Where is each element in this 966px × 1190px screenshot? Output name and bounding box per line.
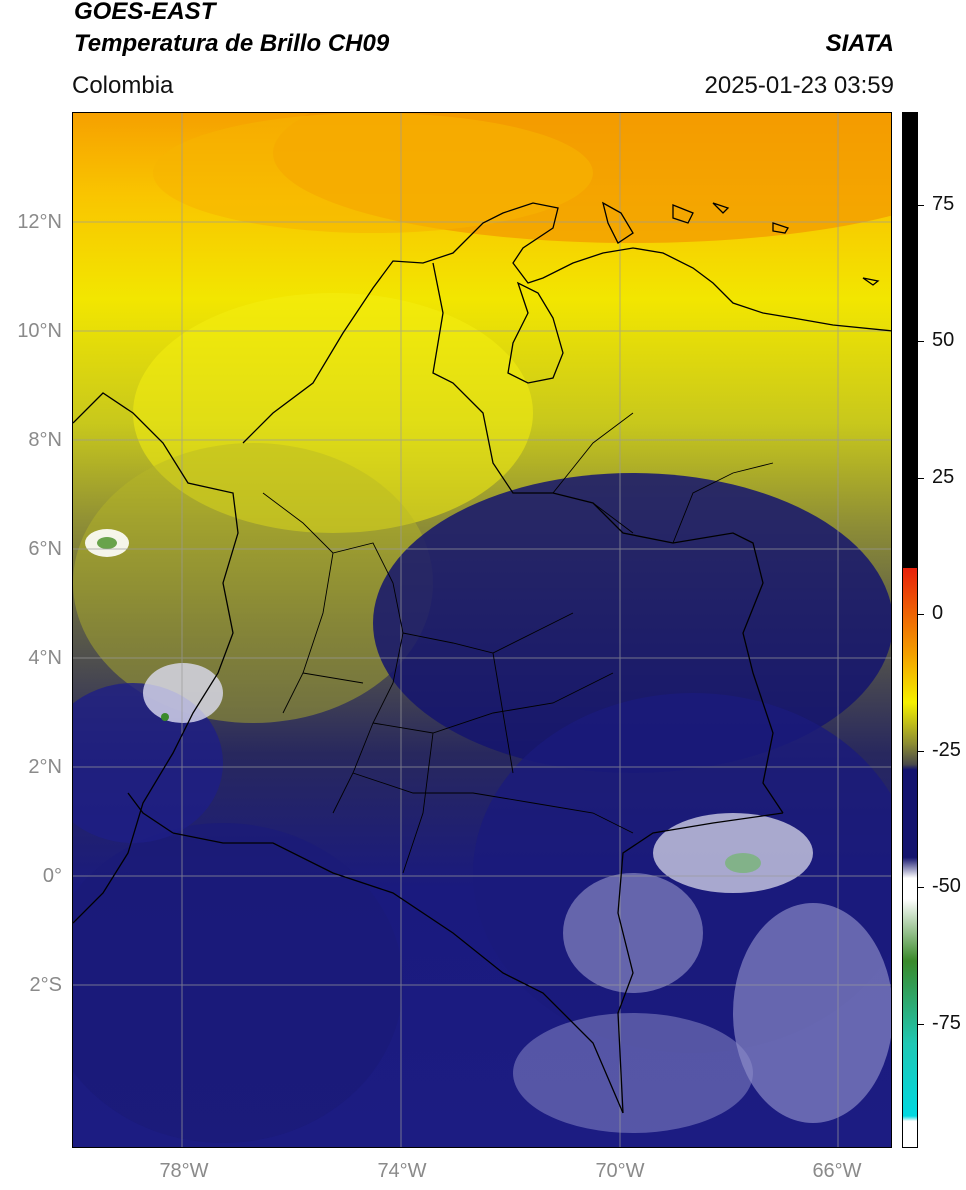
region-label: Colombia: [72, 72, 174, 99]
colombia-brazil-border: [617, 812, 784, 1114]
lat-label-8n: 8°N: [28, 429, 62, 451]
map-canvas: [73, 113, 891, 1147]
colorbar-label-minus25: -25: [932, 739, 961, 761]
colombia-venezuela-border: [432, 262, 784, 814]
lat-label-12n: 12°N: [17, 211, 62, 233]
boundaries: [73, 201, 891, 1114]
colorbar-tick: [918, 205, 924, 206]
lon-label-74w: 74°W: [377, 1160, 427, 1182]
colorbar-tick: [918, 887, 924, 888]
lat-label-4n: 4°N: [28, 647, 62, 669]
lat-label-2s: 2°S: [29, 974, 62, 996]
colombia-peru-border: [172, 832, 624, 1114]
colombia-ecuador-border: [127, 792, 174, 834]
colorbar-label-0: 0: [932, 602, 944, 624]
gridlines: [73, 113, 891, 1147]
islands: [672, 202, 880, 286]
pacific-coastline: [73, 392, 239, 924]
paraguana: [602, 201, 634, 244]
colorbar-tick: [918, 751, 924, 752]
lat-label-10n: 10°N: [17, 320, 62, 342]
colorbar: [902, 112, 918, 1148]
venezuela-interior: [552, 412, 774, 544]
cloud-field: [73, 113, 891, 1143]
lon-label-70w: 70°W: [595, 1160, 645, 1182]
colorbar-label-minus50: -50: [932, 875, 961, 897]
title-line-1: GOES-EAST: [74, 0, 216, 25]
lat-label-6n: 6°N: [28, 538, 62, 560]
colorbar-label-25: 25: [932, 466, 955, 488]
agency-label: SIATA: [825, 30, 894, 57]
maracaibo-lake: [507, 281, 564, 384]
timestamp-label: 2025-01-23 03:59: [704, 72, 895, 99]
colorbar-label-50: 50: [932, 329, 955, 351]
colorbar-label-75: 75: [932, 193, 955, 215]
department-borders: [262, 492, 634, 874]
colorbar-tick: [918, 1024, 924, 1025]
lon-label-66w: 66°W: [812, 1160, 862, 1182]
satellite-map[interactable]: [72, 112, 892, 1148]
lon-label-78w: 78°W: [159, 1160, 209, 1182]
colorbar-tick: [918, 478, 924, 479]
lat-label-2n: 2°N: [28, 756, 62, 778]
caribbean-coastline: [242, 202, 891, 444]
colorbar-label-minus75: -75: [932, 1012, 961, 1034]
colorbar-tick: [918, 341, 924, 342]
colorbar-tick: [918, 614, 924, 615]
lat-label-0: 0°: [42, 865, 62, 887]
title-line-2: Temperatura de Brillo CH09: [74, 30, 390, 57]
